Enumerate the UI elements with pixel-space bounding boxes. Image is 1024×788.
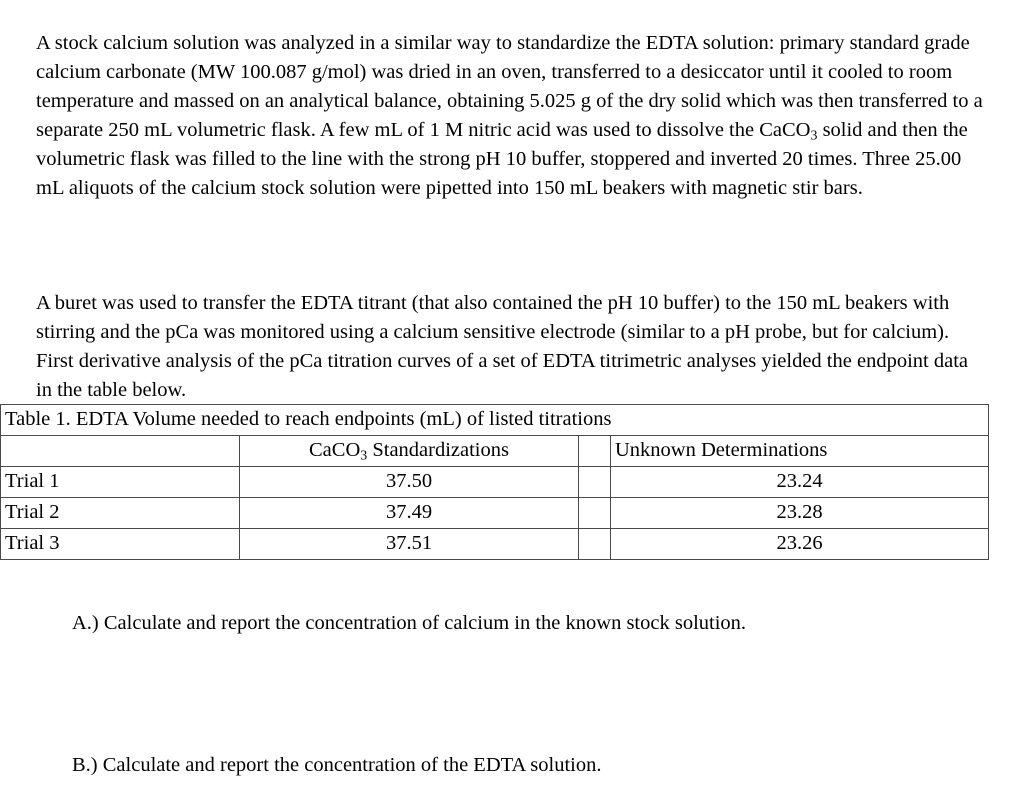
- question-a-prompt: A.) Calculate and report the concentrati…: [72, 611, 747, 634]
- cell-standardization-trial-1: 37.50: [239, 466, 579, 498]
- paragraph-stock-calcium-procedure: A stock calcium solution was analyzed in…: [36, 29, 988, 203]
- cell-spacer-trial-3: [578, 528, 611, 560]
- paragraph-1-segment-2: solid and then the volumetric flask was …: [36, 118, 973, 199]
- table-caption-row: Table 1. EDTA Volume needed to reach end…: [0, 404, 990, 436]
- row-label-trial-3: Trial 3: [0, 528, 240, 560]
- table-header-unknown-determinations: Unknown Determinations: [609, 435, 990, 467]
- table-header-blank-corner: [0, 435, 240, 467]
- edta-endpoint-table: Table 1. EDTA Volume needed to reach end…: [0, 404, 990, 560]
- cell-standardization-trial-2: 37.49: [239, 497, 579, 529]
- cell-unknown-trial-1: 23.24: [609, 466, 990, 498]
- table-row: Trial 2 37.49 23.28: [0, 497, 990, 529]
- cell-standardization-trial-3: 37.51: [239, 528, 579, 560]
- table-header-caco3-standardizations: CaCO3 Standardizations: [239, 435, 579, 467]
- table-container: Table 1. EDTA Volume needed to reach end…: [0, 404, 990, 560]
- cell-spacer-trial-2: [578, 497, 611, 529]
- header-caco3-suffix: Standardizations: [367, 438, 509, 461]
- table-row: Trial 3 37.51 23.26: [0, 528, 990, 560]
- cell-unknown-trial-2: 23.28: [609, 497, 990, 529]
- question-b-prompt: B.) Calculate and report the concentrati…: [72, 753, 602, 776]
- table-header-spacer: [578, 435, 611, 467]
- row-label-trial-1: Trial 1: [0, 466, 240, 498]
- table-header-row: CaCO3 Standardizations Unknown Determina…: [0, 435, 990, 467]
- caco3-subscript: 3: [810, 127, 818, 143]
- header-caco3-subscript: 3: [360, 448, 368, 464]
- row-label-trial-2: Trial 2: [0, 497, 240, 529]
- table-caption: Table 1. EDTA Volume needed to reach end…: [0, 404, 990, 436]
- cell-unknown-trial-3: 23.26: [609, 528, 990, 560]
- cell-spacer-trial-1: [578, 466, 611, 498]
- header-caco3-prefix: CaCO: [309, 438, 361, 461]
- table-row: Trial 1 37.50 23.24: [0, 466, 990, 498]
- paragraph-1-segment-1: A stock calcium solution was analyzed in…: [36, 31, 988, 141]
- paragraph-buret-titration-procedure: A buret was used to transfer the EDTA ti…: [36, 291, 974, 401]
